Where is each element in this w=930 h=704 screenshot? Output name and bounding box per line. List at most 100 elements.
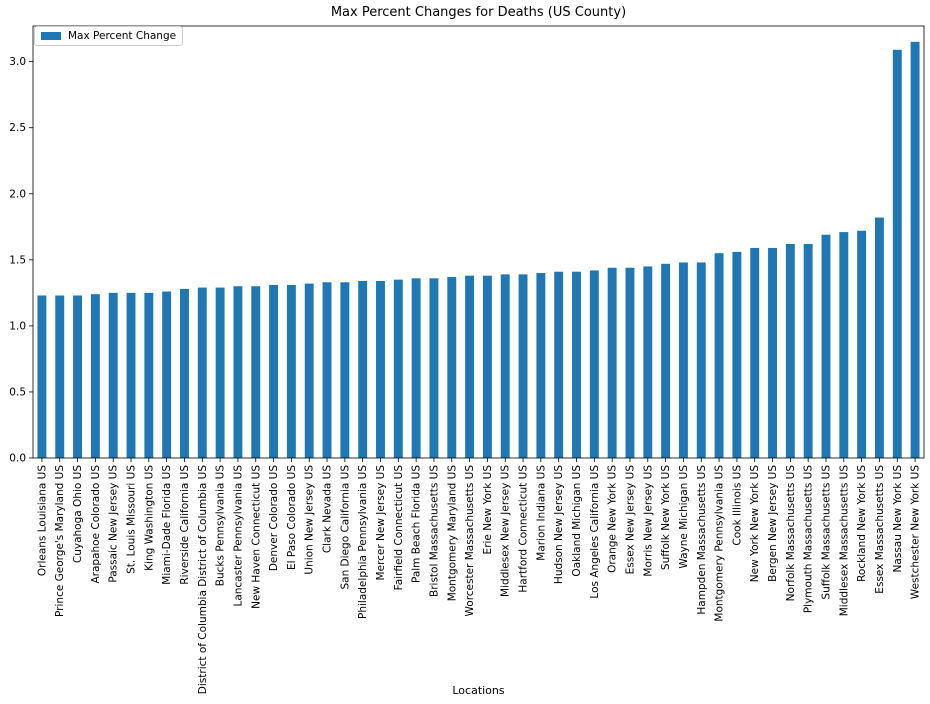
bar <box>572 271 581 458</box>
bar <box>892 49 902 458</box>
x-tick-label: Rockland New York US <box>856 465 868 582</box>
bar <box>750 247 760 458</box>
x-tick-label: Suffolk Massachusetts US <box>820 465 832 600</box>
bar <box>197 287 207 458</box>
x-tick-label: Mercer New Jersey US <box>375 465 387 581</box>
bar <box>162 291 172 458</box>
bar <box>482 275 492 458</box>
x-tick-label: Essex Massachusetts US <box>874 465 886 594</box>
y-tick-label: 1.5 <box>9 254 26 266</box>
x-tick-label: Worcester Massachusetts US <box>464 465 476 617</box>
x-tick-label: District of Columbia District of Columbi… <box>197 465 209 695</box>
bar <box>714 253 724 458</box>
y-tick-label: 2.0 <box>9 188 26 200</box>
bar <box>429 278 439 458</box>
bar <box>286 284 296 458</box>
bar <box>839 232 849 458</box>
bar <box>607 267 617 458</box>
y-tick-label: 0.0 <box>9 453 26 465</box>
x-tick-label: Essex New Jersey US <box>624 465 636 575</box>
bar <box>857 230 867 458</box>
legend-label: Max Percent Change <box>68 30 177 42</box>
x-tick-label: Orleans Louisiana US <box>36 465 48 576</box>
bar <box>874 217 884 458</box>
x-tick-label: Philadelphia Pennsylvania US <box>357 465 369 619</box>
y-tick-label: 2.5 <box>9 122 26 134</box>
bar <box>269 284 279 458</box>
bar <box>589 270 599 458</box>
x-tick-label: Montgomery Pennsylvania US <box>714 465 726 622</box>
x-tick-label: Clark Nevada US <box>322 465 334 554</box>
y-tick-label: 0.5 <box>9 386 26 398</box>
bar <box>126 292 136 458</box>
axes-frame <box>32 25 925 459</box>
x-tick-label: Cuyahoga Ohio US <box>72 465 84 563</box>
bar <box>732 251 742 458</box>
bar <box>411 278 421 458</box>
x-tick-label: New York New York US <box>749 465 761 583</box>
bar <box>696 262 706 458</box>
x-tick-label: Riverside California US <box>179 465 191 585</box>
legend-swatch <box>41 32 61 40</box>
x-tick-label: Bergen New Jersey US <box>767 465 779 582</box>
bar <box>393 279 403 458</box>
bar <box>108 292 118 458</box>
bar <box>90 294 100 458</box>
bar <box>322 282 332 458</box>
x-tick-label: Passaic New Jersey US <box>108 465 120 583</box>
bar <box>144 292 154 458</box>
x-tick-label: Prince George's Maryland US <box>54 465 66 617</box>
x-tick-label: Westchester New York US <box>910 465 922 600</box>
bar <box>785 243 795 458</box>
x-tick-label: Denver Colorado US <box>268 465 280 571</box>
x-tick-label: St. Louis Missouri US <box>126 465 138 574</box>
x-tick-label: Middlesex Massachusetts US <box>838 465 850 617</box>
x-tick-label: Union New Jersey US <box>304 465 316 575</box>
bar <box>554 271 564 458</box>
x-tick-label: Nassau New York US <box>892 465 904 573</box>
x-tick-label: Norfolk Massachusetts US <box>785 465 797 602</box>
bar <box>73 295 83 458</box>
x-tick-label: Hartford Connecticut US <box>518 465 530 593</box>
x-tick-label: Erie New York US <box>482 465 494 555</box>
x-tick-label: Bucks Pennsylvania US <box>215 465 227 587</box>
x-tick-label: Lancaster Pennsylvania US <box>232 465 244 607</box>
bar <box>340 282 350 458</box>
bar <box>37 295 47 458</box>
x-tick-label: Hampden Massachusetts US <box>696 465 708 615</box>
x-tick-label: Suffolk New York US <box>660 465 672 570</box>
bar <box>251 286 261 458</box>
bar <box>180 288 189 458</box>
bar <box>233 286 243 458</box>
x-tick-label: Montgomery Maryland US <box>446 465 458 602</box>
x-tick-label: Cook Illinois US <box>731 465 743 546</box>
bar <box>304 283 314 458</box>
x-tick-label: Bristol Massachusetts US <box>428 465 440 597</box>
x-tick-label: Orange New York US <box>607 465 619 573</box>
bar <box>215 287 225 458</box>
chart-title: Max Percent Changes for Deaths (US Count… <box>330 5 627 20</box>
x-tick-label: Fairfield Connecticut US <box>393 465 405 591</box>
x-tick-label: San Diego California US <box>339 465 351 590</box>
x-tick-label: King Washington US <box>143 465 155 571</box>
x-tick-label: Hudson New Jersey US <box>553 465 565 584</box>
bar <box>518 274 528 458</box>
bar <box>678 262 688 458</box>
bar <box>376 280 385 458</box>
x-tick-label: Morris New Jersey US <box>642 465 654 577</box>
bar <box>536 273 546 458</box>
bar <box>643 266 653 458</box>
bar <box>447 277 457 458</box>
bar <box>768 247 777 458</box>
x-axis-label: Locations <box>452 684 505 697</box>
x-tick-label: Arapahoe Colorado US <box>90 465 102 584</box>
y-tick-label: 3.0 <box>9 56 26 68</box>
bar <box>625 267 635 458</box>
x-tick-label: Palm Beach Florida US <box>411 465 423 583</box>
bar <box>500 274 510 458</box>
x-tick-label: Los Angeles California US <box>589 465 601 599</box>
bar <box>821 234 831 458</box>
legend: Max Percent Change <box>34 26 184 46</box>
